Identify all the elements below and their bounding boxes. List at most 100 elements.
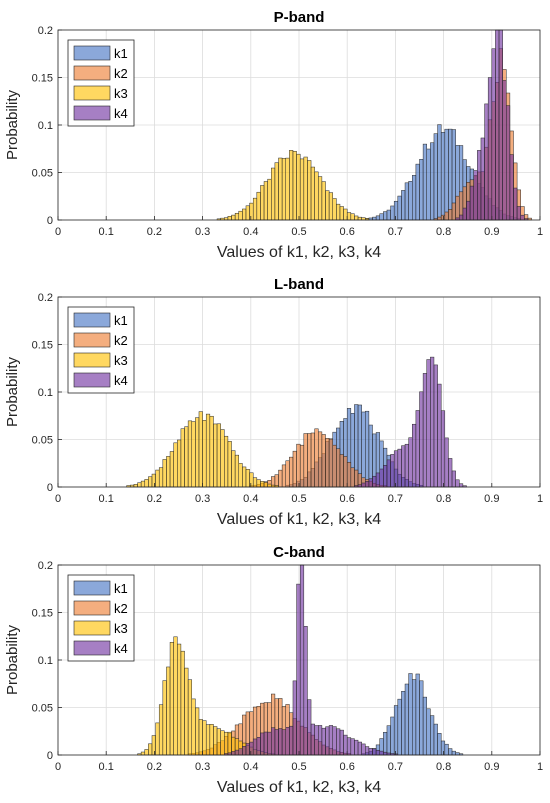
histogram-bar-k3 [271,167,276,221]
histogram-bar-k4 [484,103,489,221]
y-tick-label: 0.05 [32,435,53,447]
x-tick-label: 0 [55,761,61,773]
histogram-bar-k3 [202,420,207,488]
histogram-bar-k4 [386,459,391,488]
histogram-bar-k1 [419,159,424,221]
histogram-bar-k4 [368,748,373,756]
histogram-bar-k4 [462,207,467,221]
histogram-bar-k3 [296,153,301,221]
histogram-bar-k4 [285,727,290,756]
histogram-bar-k4 [408,437,413,488]
histogram-bar-k3 [148,476,153,488]
histogram-bar-k3 [227,731,232,756]
y-tick-label: 0.2 [38,560,53,572]
histogram-bar-k1 [448,128,453,221]
histogram-bar-k4 [495,29,500,221]
histogram-bar-k3 [148,743,153,756]
histogram-bar-k3 [318,176,323,221]
histogram-bar-k3 [260,481,265,488]
histogram-bar-k3 [180,428,185,488]
histogram-bar-k1 [422,143,427,221]
legend-label-k3: k3 [114,353,128,368]
x-tick-label: 1 [537,761,543,773]
legend-swatch-k1 [73,45,111,61]
histogram-bar-k1 [412,679,417,756]
legend: k1 k2 k3 k4 [67,574,135,662]
histogram-bar-k3 [177,643,182,756]
y-tick-label: 0.05 [32,703,53,715]
histogram-bar-k4 [238,748,243,756]
histogram-bar-k4 [430,356,435,488]
histogram-bar-k2 [274,474,279,488]
series-k1 [361,673,464,756]
x-tick-label: 0.2 [147,493,162,505]
histogram-bar-k4 [459,214,464,221]
histogram-bar-k4 [455,479,460,488]
histogram-bar-k3 [357,216,362,221]
histogram-bar-k4 [256,737,261,756]
histogram-bar-k4 [361,482,366,488]
histogram-bar-k3 [144,749,149,756]
chart-title: C-band [273,544,325,561]
histogram-bar-k1 [393,705,399,756]
histogram-bar-k1 [368,424,373,488]
histogram-bar-k3 [173,636,178,756]
histogram-bar-k3 [133,484,138,488]
panel-l-band: L-band Probability Values of k1, k2, k3,… [4,276,543,528]
histogram-bar-k3 [350,213,355,221]
histogram-bar-k3 [303,156,308,221]
histogram-bar-k1 [433,723,438,756]
y-tick-label: 0.1 [38,387,53,399]
histogram-bar-k4 [346,737,352,756]
x-tick-label: 0 [55,493,61,505]
histogram-bar-k3 [252,197,258,221]
histogram-bar-k4 [336,728,341,756]
histogram-bar-k1 [419,680,424,756]
histogram-bar-k4 [299,564,305,756]
histogram-bar-k3 [224,731,229,756]
histogram-bar-k3 [191,698,196,756]
histogram-bar-k2 [346,462,352,488]
legend-swatch-k3 [73,352,111,368]
histogram-bar-k4 [480,137,485,221]
histogram-bar-k3 [249,202,254,221]
histogram-bar-k3 [220,730,225,756]
legend-label-k3: k3 [114,86,128,101]
x-tick-label: 0 [55,226,61,238]
histogram-bar-k4 [415,410,420,488]
histogram-bar-k1 [437,733,442,756]
legend-label-k2: k2 [114,601,128,616]
histogram-bar-k3 [169,642,174,756]
histogram-bar-k3 [195,707,200,756]
histogram-bar-k3 [187,420,193,488]
legend-swatch-k4 [73,105,111,121]
histogram-bar-k4 [252,738,258,756]
histogram-bar-k4 [469,185,474,221]
histogram-bar-k3 [256,479,261,488]
histogram-bar-k1 [390,205,395,221]
histogram-bar-k4 [459,483,464,488]
histogram-bar-k4 [509,154,514,221]
histogram-bar-k4 [412,423,417,488]
legend-swatch-k1 [73,312,111,328]
x-tick-label: 0.3 [195,761,210,773]
histogram-bar-k4 [379,468,384,488]
histogram-bar-k1 [437,124,442,221]
histogram-bar-k1 [404,683,409,756]
histogram-bar-k3 [205,724,211,756]
histogram-bar-k2 [336,448,341,488]
histogram-bar-k1 [386,725,391,756]
histogram-bar-k4 [426,359,431,488]
histogram-bar-k4 [451,470,456,488]
histogram-bar-k3 [263,181,268,221]
y-tick-label: 0.2 [38,292,53,304]
legend-swatch-k4 [73,372,111,388]
histogram-bar-k4 [310,723,315,756]
histogram-bar-k4 [281,729,286,756]
histogram-bar-k3 [249,472,254,488]
histogram-bar-k3 [242,466,247,488]
histogram-bar-k2 [296,443,301,488]
histogram-bar-k2 [455,195,460,221]
histogram-bar-k4 [375,472,380,488]
